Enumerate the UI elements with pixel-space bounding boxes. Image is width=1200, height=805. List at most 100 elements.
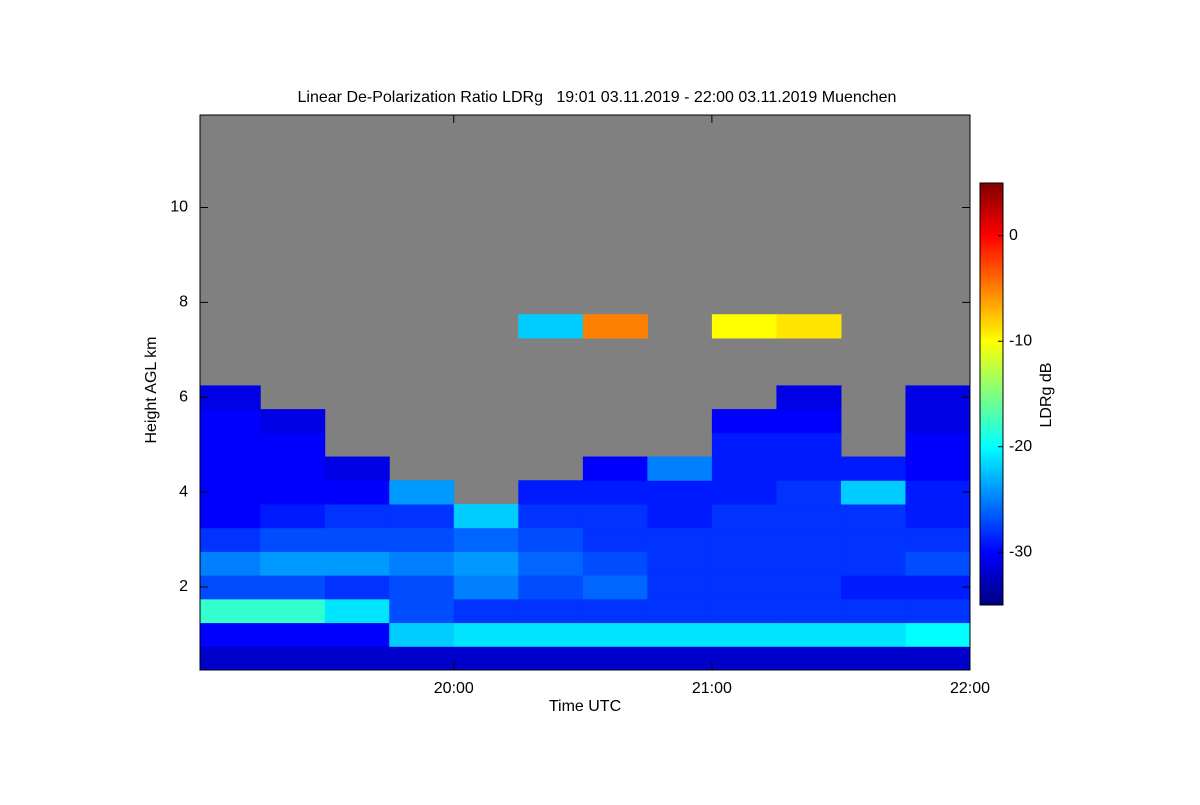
heatmap-cell [776,551,842,576]
heatmap-cell [518,314,584,339]
heatmap-cell [324,646,390,670]
heatmap-cell [582,527,648,552]
heatmap-cell [711,575,777,600]
chart-title: Linear De-Polarization Ratio LDRg 19:01 … [298,89,897,106]
heatmap-cell [260,409,326,434]
heatmap [200,314,970,670]
heatmap-cell [776,646,842,670]
heatmap-cell [647,527,713,552]
heatmap-cell [260,432,326,458]
heatmap-cell [200,456,261,481]
heatmap-cell [647,456,713,481]
heatmap-cell [905,480,970,505]
heatmap-cell [389,480,455,505]
heatmap-cell [711,314,777,339]
heatmap-cell [389,551,455,576]
heatmap-cell [518,646,584,670]
heatmap-cell [905,575,970,600]
heatmap-cell [776,480,842,505]
heatmap-cell [453,575,519,600]
heatmap-cell [711,527,777,552]
x-tick-label: 20:00 [434,680,474,697]
heatmap-cell [647,503,713,529]
heatmap-cell [389,622,455,647]
heatmap-cell [776,622,842,647]
heatmap-cell [840,646,906,670]
heatmap-cell [905,598,970,624]
heatmap-cell [518,575,584,600]
heatmap-cell [711,598,777,624]
heatmap-cell [840,551,906,576]
heatmap-cell [905,622,970,647]
heatmap-cell [324,527,390,552]
heatmap-cell [260,527,326,552]
heatmap-cell [518,551,584,576]
heatmap-cell [905,527,970,552]
heatmap-cell [324,503,390,529]
heatmap-cell [711,503,777,529]
heatmap-cell [776,527,842,552]
x-axis-label: Time UTC [549,698,621,715]
heatmap-cell [324,551,390,576]
heatmap-cell [582,314,648,339]
heatmap-cell [582,575,648,600]
heatmap-cell [647,598,713,624]
colorbar-tick-label: 0 [1009,227,1018,244]
heatmap-cell [200,622,261,647]
heatmap-cell [200,385,261,410]
heatmap-cell [582,646,648,670]
heatmap-cell [647,480,713,505]
heatmap-cell [711,432,777,458]
y-tick-label: 10 [170,199,188,216]
colorbar-label: LDRg dB [1038,363,1055,428]
heatmap-cell [389,503,455,529]
heatmap-cell [453,503,519,529]
y-tick-label: 4 [179,483,188,500]
heatmap-cell [260,480,326,505]
heatmap-cell [711,456,777,481]
heatmap-cell [840,456,906,481]
heatmap-cell [582,456,648,481]
heatmap-cell [776,598,842,624]
heatmap-cell [200,409,261,434]
heatmap-cell [776,385,842,410]
colorbar-tick-label: -20 [1009,438,1032,455]
heatmap-cell [776,409,842,434]
heatmap-cell [905,646,970,670]
heatmap-cell [776,314,842,339]
heatmap-cell [260,646,326,670]
heatmap-cell [260,551,326,576]
heatmap-cell [518,480,584,505]
heatmap-cell [582,480,648,505]
heatmap-cell [260,503,326,529]
heatmap-cell [711,480,777,505]
heatmap-cell [840,622,906,647]
y-tick-label: 2 [179,578,188,595]
heatmap-cell [905,385,970,410]
heatmap-cell [840,598,906,624]
heatmap-cell [582,551,648,576]
heatmap-cell [776,456,842,481]
heatmap-cell [389,527,455,552]
heatmap-cell [260,622,326,647]
heatmap-cell [582,598,648,624]
heatmap-cell [518,527,584,552]
heatmap-cell [711,551,777,576]
heatmap-cell [260,575,326,600]
heatmap-cell [776,575,842,600]
colorbar [979,182,1004,606]
heatmap-cell [647,622,713,647]
heatmap-cell [711,622,777,647]
heatmap-cell [453,598,519,624]
heatmap-cell [905,551,970,576]
heatmap-cell [905,432,970,458]
heatmap-cell [200,480,261,505]
heatmap-cell [453,551,519,576]
heatmap-cell [324,575,390,600]
heatmap-cell [200,527,261,552]
heatmap-cell [518,503,584,529]
plot-frame [199,114,971,671]
heatmap-cell [389,646,455,670]
heatmap-cell [200,575,261,600]
